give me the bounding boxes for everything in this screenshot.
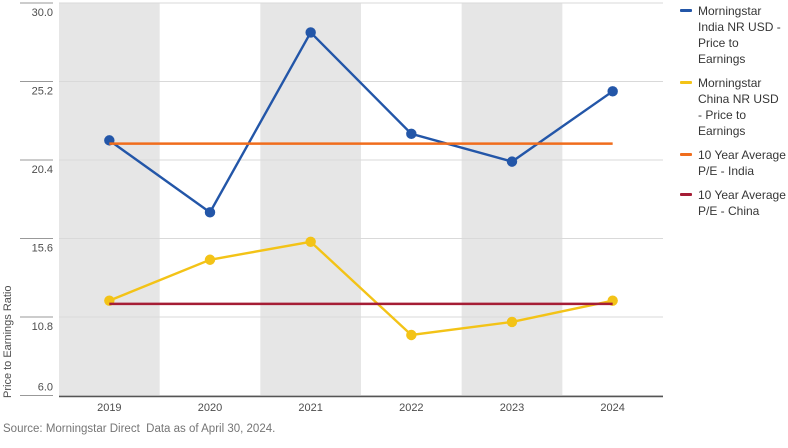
china-series-swatch-icon	[680, 81, 692, 84]
india-average-swatch-icon	[680, 153, 692, 156]
x-tick-label-2023: 2023	[500, 402, 524, 414]
y-tick-label-15.6: 15.6	[32, 243, 53, 255]
india-series-swatch-icon	[680, 9, 692, 12]
legend-item-india-pe: Morningstar India NR USD - Price to Earn…	[680, 3, 786, 67]
y-tick-label-6: 6.0	[38, 382, 53, 394]
legend-item-china-pe: Morningstar China NR USD - Price to Earn…	[680, 75, 786, 139]
y-tick-label-10.8: 10.8	[32, 321, 53, 333]
y-tick-label-30: 30.0	[32, 7, 53, 19]
x-tick-label-2021: 2021	[298, 402, 322, 414]
series-point-india-2023[interactable]	[506, 156, 518, 167]
series-point-india-2020[interactable]	[204, 207, 216, 218]
series-point-india-2021[interactable]	[305, 27, 316, 38]
series-point-china-2023[interactable]	[506, 316, 518, 328]
series-line-china	[108, 240, 613, 337]
series-point-india-2024[interactable]	[607, 86, 618, 97]
x-tick-label-2019: 2019	[97, 402, 121, 414]
series-point-china-2022[interactable]	[406, 329, 417, 341]
china-average-swatch-icon	[680, 193, 692, 196]
legend-label: 10 Year Average P/E - China	[698, 188, 786, 218]
legend-label: Morningstar India NR USD - Price to Earn…	[698, 4, 781, 66]
year-band-2021	[260, 3, 361, 397]
series-point-china-2021[interactable]	[305, 236, 316, 247]
y-axis-title: Price to Earnings Ratio	[2, 285, 14, 399]
x-tick-label-2020: 2020	[198, 402, 222, 414]
x-tick-label-2024: 2024	[600, 402, 624, 414]
series-point-india-2022[interactable]	[406, 128, 417, 140]
y-tick-label-25.2: 25.2	[32, 86, 53, 98]
source-note: Source: Morningstar Direct Data as of Ap…	[3, 423, 276, 435]
legend-item-china-average: 10 Year Average P/E - China	[680, 187, 786, 219]
legend-item-india-average: 10 Year Average P/E - India	[680, 147, 786, 179]
series-point-china-2020[interactable]	[204, 254, 216, 265]
year-band-2023	[461, 3, 563, 397]
series-line-india	[108, 30, 614, 215]
x-tick-label-2022: 2022	[399, 402, 423, 414]
legend-label: 10 Year Average P/E - India	[698, 148, 786, 178]
legend-label: Morningstar China NR USD - Price to Earn…	[698, 76, 779, 138]
legend: Morningstar India NR USD - Price to Earn…	[680, 3, 786, 219]
year-band-2019	[59, 3, 160, 397]
y-tick-label-20.4: 20.4	[32, 164, 53, 176]
